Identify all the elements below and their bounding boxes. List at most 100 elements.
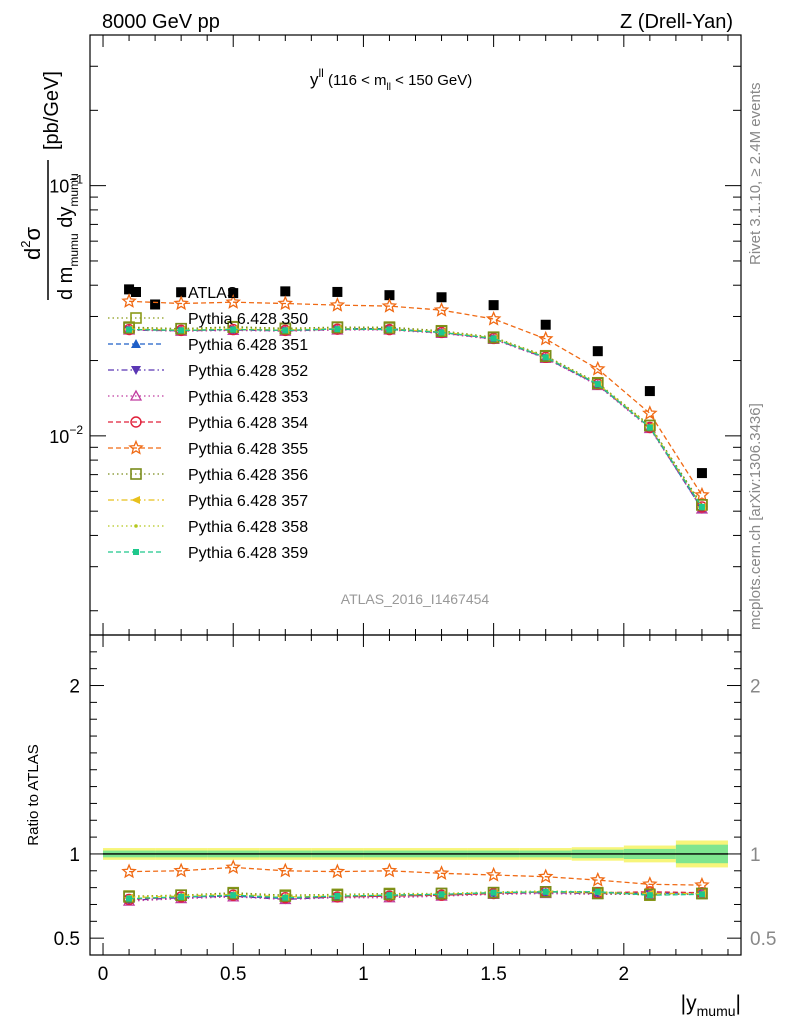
ratio-data-point-marker — [438, 891, 445, 898]
legend-marker — [133, 549, 139, 555]
data-point-marker — [334, 326, 341, 333]
legend-entry: Pythia 6.428 354 — [108, 415, 308, 432]
ratio-data-point-marker — [591, 887, 604, 900]
ratio-data-point-marker — [698, 891, 705, 898]
data-point-marker — [386, 326, 393, 333]
title-range-end: < 150 GeV) — [391, 72, 472, 89]
legend-marker — [131, 287, 141, 297]
legend-marker — [131, 339, 141, 348]
data-point-marker — [121, 293, 137, 308]
data-point-marker — [592, 346, 603, 357]
main-plot-title: yll (116 < mll < 150 GeV) — [310, 66, 472, 93]
legend-label: Pythia 6.428 357 — [188, 493, 308, 510]
ratio-data-point-marker — [433, 865, 450, 880]
ratio-data-point-marker — [537, 868, 554, 884]
data-point-marker — [542, 354, 549, 361]
data-point-marker — [642, 405, 658, 420]
ratio-y-tick-label: 1 — [69, 845, 80, 866]
data-point-marker — [488, 300, 499, 311]
legend-entry: Pythia 6.428 352 — [108, 363, 308, 380]
ratio-y-tick-label-right: 1 — [750, 845, 761, 866]
series-6 — [121, 293, 710, 502]
title-sup: ll — [319, 66, 324, 80]
ratio-data-point-marker — [642, 876, 658, 891]
legend-entry: Pythia 6.428 351 — [108, 337, 308, 354]
ratio-data-point-marker — [542, 888, 549, 895]
ylabel-unit: [pb/GeV] — [41, 71, 63, 150]
legend-label: Pythia 6.428 359 — [188, 545, 308, 562]
analysis-watermark: ATLAS_2016_I1467454 — [341, 591, 490, 607]
ratio-data-point-marker — [121, 863, 137, 879]
ratio-panel-ticks — [90, 635, 741, 955]
ratio-series-9 — [126, 888, 705, 902]
ratio-data-point-marker — [386, 892, 393, 899]
data-point-marker — [332, 286, 343, 297]
ratio-series-group — [121, 859, 710, 906]
series-line — [129, 329, 703, 510]
series-line — [129, 328, 703, 508]
legend-marker — [131, 496, 140, 504]
mcplots-reference-label: mcplots.cern.ch [arXiv:1306.3436] — [747, 403, 764, 630]
data-point-marker — [150, 299, 161, 310]
data-point-marker — [384, 290, 395, 301]
data-point-marker — [178, 327, 185, 334]
legend-entry: Pythia 6.428 357 — [108, 493, 308, 510]
ratio-data-point-marker — [178, 893, 185, 900]
data-point-marker — [537, 330, 554, 346]
data-point-marker — [435, 325, 448, 337]
data-point-marker — [594, 381, 601, 388]
main-y-axis-label: d2σ d mmumu dymumu [pb/GeV] — [18, 71, 81, 300]
ratio-data-point-marker — [435, 887, 448, 900]
y-tick-label: 10−2 — [49, 423, 83, 447]
data-point-marker — [644, 386, 655, 397]
data-point-marker — [539, 350, 552, 363]
x-tick-label: 1 — [358, 964, 369, 985]
ratio-y-tick-label: 2 — [69, 677, 80, 698]
ratio-data-point-marker — [334, 893, 341, 900]
legend-entry: Pythia 6.428 350 — [108, 311, 308, 328]
data-point-marker — [433, 301, 450, 317]
ratio-data-point-marker — [329, 863, 346, 879]
y-tick-label-base: 10 — [49, 177, 69, 197]
ratio-data-point-marker — [225, 859, 242, 875]
data-point-marker — [696, 468, 707, 479]
legend-label: Pythia 6.428 355 — [188, 441, 308, 458]
legend-label: Pythia 6.428 354 — [188, 415, 308, 432]
ratio-y-tick-labels: 0.5 0.5 1 1 2 2 — [54, 677, 777, 951]
main-panel-ticks — [90, 34, 741, 635]
ratio-series-line — [129, 892, 702, 902]
data-point-marker — [230, 326, 237, 333]
data-point-marker — [280, 286, 291, 297]
legend-label: Pythia 6.428 356 — [188, 467, 308, 484]
data-point-marker — [540, 319, 551, 330]
ratio-data-point-marker — [126, 895, 133, 902]
data-point-marker — [329, 296, 346, 312]
series-10 — [126, 326, 705, 510]
legend-entry: Pythia 6.428 358 — [108, 519, 308, 536]
data-point-marker — [225, 294, 242, 309]
legend-marker — [130, 468, 142, 480]
data-point-marker — [381, 297, 398, 313]
ratio-data-point-marker — [490, 889, 497, 896]
data-point-marker — [228, 288, 239, 299]
data-point-marker — [694, 486, 710, 502]
y-tick-label-base: 10 — [49, 427, 69, 447]
data-point-marker — [282, 327, 289, 334]
y-tick-label-exponent: −1 — [69, 173, 83, 187]
ratio-data-point-marker — [173, 862, 189, 878]
legend: ATLAS Pythia 6.428 350 Pythia 6.428 351 Pyt… — [108, 285, 308, 562]
series-line — [129, 326, 703, 506]
legend-marker — [131, 366, 141, 375]
rivet-version-label: Rivet 3.1.10, ≥ 2.4M events — [747, 83, 764, 266]
x-tick-label: 0.5 — [220, 964, 246, 985]
ratio-y-axis-label: Ratio to ATLAS — [25, 744, 42, 845]
ratio-data-point-marker — [175, 889, 187, 902]
data-point-marker — [589, 360, 606, 376]
data-point-marker — [331, 321, 344, 334]
legend-label: Pythia 6.428 353 — [188, 389, 308, 406]
ratio-series-line — [129, 891, 702, 898]
legend-entry: Pythia 6.428 353 — [108, 389, 308, 406]
ratio-data-point-marker — [485, 866, 502, 882]
x-tick-label: 2 — [619, 964, 630, 985]
